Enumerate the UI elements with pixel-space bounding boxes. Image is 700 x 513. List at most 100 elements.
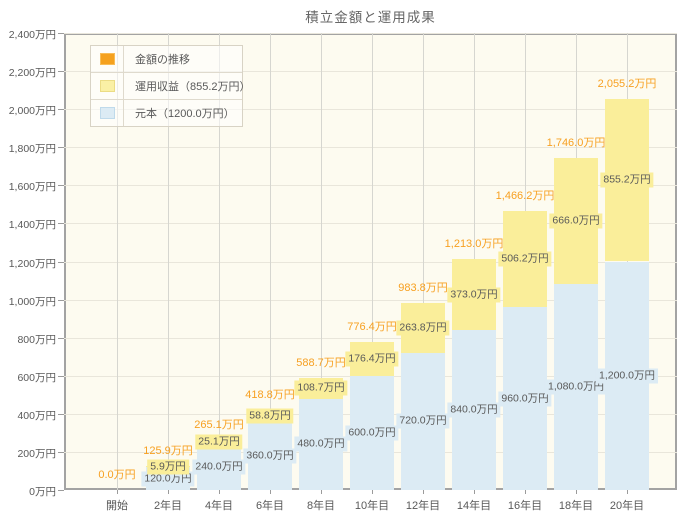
x-axis-label: 18年目	[558, 500, 594, 512]
total-value-label: 2,055.2万円	[597, 77, 657, 90]
gridline-vertical	[117, 33, 118, 490]
gain-value-label: 58.8万円	[246, 408, 294, 424]
y-axis-tick	[58, 337, 64, 339]
gridline-horizontal	[64, 299, 677, 301]
x-axis-label: 10年目	[354, 500, 390, 512]
x-axis-label: 12年目	[405, 500, 441, 512]
y-axis-tick	[58, 375, 64, 377]
principal-value-label: 1,200.0万円	[595, 368, 659, 384]
x-axis-tick	[474, 490, 475, 494]
y-axis-label: 2,400万円	[8, 29, 56, 41]
y-axis-tick	[58, 299, 64, 301]
legend-item-investment-gain[interactable]: 運用収益（855.2万円）	[91, 73, 251, 100]
gridline-vertical	[372, 33, 373, 490]
principal-value-label: 720.0万円	[396, 413, 450, 429]
total-value-label: 0.0万円	[98, 469, 136, 481]
x-axis-tick	[219, 490, 220, 494]
y-axis-label: 400万円	[17, 409, 56, 422]
legend-item-principal[interactable]: 元本（1200.0万円）	[91, 100, 242, 126]
y-axis-label: 1,800万円	[8, 143, 56, 156]
gridline-vertical	[168, 33, 169, 490]
amount-progression-swatch-icon	[99, 53, 115, 65]
x-axis-tick	[270, 490, 271, 494]
chart-legend: 金額の推移 運用収益（855.2万円） 元本（1200.0万円）	[90, 45, 251, 127]
gridline-horizontal	[64, 71, 677, 73]
legend-label: 元本（1200.0万円）	[135, 108, 235, 120]
gain-value-label: 108.7万円	[294, 380, 348, 396]
total-value-label: 588.7万円	[296, 356, 346, 369]
y-axis-label: 600万円	[17, 371, 56, 384]
gridline-vertical	[219, 33, 220, 490]
y-axis-label: 1,400万円	[8, 219, 56, 232]
x-axis-tick	[423, 490, 424, 494]
y-axis-tick	[58, 490, 64, 491]
legend-swatch-cell	[91, 73, 124, 99]
principal-value-label: 120.0万円	[141, 471, 195, 487]
total-value-label: 1,466.2万円	[495, 189, 555, 202]
y-axis-tick	[58, 223, 64, 225]
legend-label: 金額の推移	[135, 54, 190, 66]
y-axis-tick	[58, 185, 64, 187]
gridline-horizontal	[64, 223, 677, 225]
principal-value-label: 960.0万円	[498, 391, 552, 407]
legend-swatch-cell	[91, 100, 124, 126]
y-axis-label: 2,000万円	[8, 105, 56, 118]
x-axis-tick	[576, 490, 577, 494]
legend-label: 運用収益（855.2万円）	[135, 81, 251, 93]
x-axis-label: 6年目	[255, 500, 285, 512]
y-axis-tick	[58, 261, 64, 263]
gridline-horizontal	[64, 147, 677, 149]
gain-value-label: 506.2万円	[498, 251, 552, 267]
x-axis-label: 2年目	[153, 500, 183, 512]
y-axis-tick	[58, 451, 64, 453]
gridline-horizontal	[64, 185, 677, 187]
x-axis-label: 20年目	[609, 500, 645, 512]
gain-value-label: 855.2万円	[600, 172, 654, 188]
principal-value-label: 840.0万円	[447, 402, 501, 418]
gridline-vertical	[423, 33, 424, 490]
total-value-label: 1,213.0万円	[444, 238, 504, 251]
y-axis-tick	[58, 413, 64, 415]
y-axis-label: 0万円	[29, 486, 56, 498]
gridline-horizontal	[64, 337, 677, 339]
x-axis-label: 4年目	[204, 500, 234, 512]
total-value-label: 983.8万円	[398, 281, 448, 294]
gridline-vertical	[270, 33, 271, 490]
gridline-horizontal	[64, 261, 677, 263]
gain-value-label: 176.4万円	[345, 351, 399, 367]
principal-value-label: 360.0万円	[243, 448, 297, 464]
gain-value-label: 5.9万円	[147, 459, 189, 475]
principal-value-label: 600.0万円	[345, 425, 399, 441]
y-axis-label: 1,000万円	[8, 295, 56, 308]
y-axis-tick	[58, 71, 64, 73]
principal-value-label: 480.0万円	[294, 436, 348, 452]
legend-swatch-cell	[91, 46, 124, 72]
legend-item-amount-progression[interactable]: 金額の推移	[91, 46, 242, 73]
x-axis-tick	[321, 490, 322, 494]
gain-value-label: 25.1万円	[195, 434, 243, 450]
principal-value-label: 240.0万円	[192, 459, 246, 475]
y-axis-tick	[58, 147, 64, 149]
x-axis-label: 14年目	[456, 500, 492, 512]
x-axis-label: 8年目	[306, 500, 336, 512]
gridline-vertical	[321, 33, 322, 490]
gridline-horizontal	[64, 33, 677, 34]
y-axis-label: 200万円	[17, 447, 56, 460]
principal-swatch-icon	[99, 107, 115, 119]
x-axis-tick	[525, 490, 526, 494]
total-value-label: 418.8万円	[245, 389, 295, 402]
y-axis-tick	[58, 109, 64, 111]
x-axis-tick	[627, 490, 628, 494]
y-axis-label: 2,200万円	[8, 67, 56, 80]
y-axis-label: 800万円	[17, 333, 56, 346]
investment-gain-swatch-icon	[99, 80, 115, 92]
x-axis-label: 16年目	[507, 500, 543, 512]
gridline-horizontal	[64, 109, 677, 111]
total-value-label: 776.4万円	[347, 321, 397, 334]
chart-title: 積立金額と運用成果	[305, 10, 436, 25]
gain-value-label: 666.0万円	[549, 213, 603, 229]
total-value-label: 1,746.0万円	[546, 136, 606, 149]
gain-value-label: 263.8万円	[396, 320, 450, 336]
y-axis-tick	[58, 33, 64, 34]
